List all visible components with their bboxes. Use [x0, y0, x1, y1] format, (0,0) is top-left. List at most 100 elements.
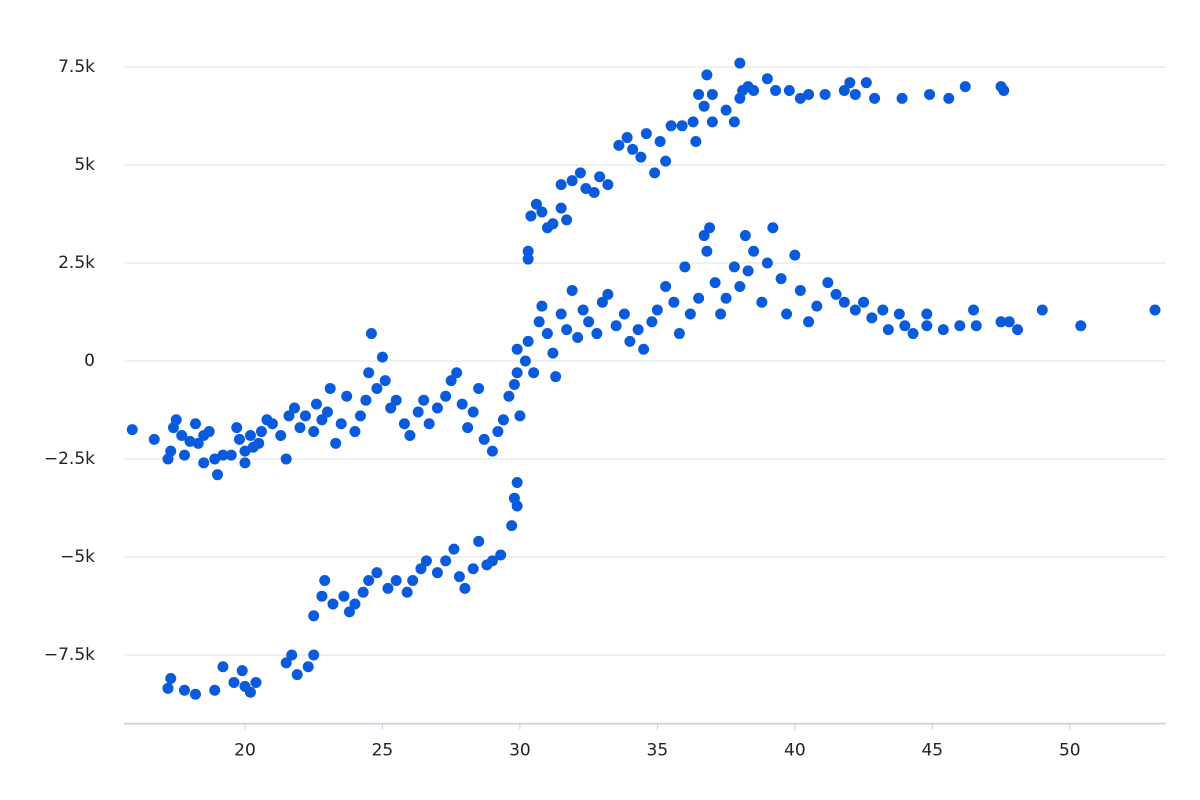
point: [649, 167, 661, 179]
point: [244, 429, 256, 441]
point: [734, 92, 746, 104]
point: [734, 57, 746, 69]
point: [555, 202, 567, 214]
point: [602, 179, 614, 191]
point: [1003, 316, 1015, 328]
point: [899, 320, 911, 332]
point: [668, 296, 680, 308]
point: [299, 410, 311, 422]
point: [588, 186, 600, 198]
point: [440, 555, 452, 567]
point: [184, 435, 196, 447]
point: [536, 206, 548, 218]
point: [497, 414, 509, 426]
y-tick-label: 0: [84, 351, 95, 371]
point: [286, 649, 298, 661]
point: [690, 135, 702, 147]
point: [693, 292, 705, 304]
point: [492, 426, 504, 438]
point: [1036, 304, 1048, 316]
point: [519, 355, 531, 367]
x-tick-label: 45: [921, 741, 943, 761]
point: [431, 567, 443, 579]
point: [514, 410, 526, 422]
point: [178, 449, 190, 461]
point: [239, 457, 251, 469]
point: [255, 426, 267, 438]
point: [266, 418, 278, 430]
point: [203, 426, 215, 438]
point: [761, 257, 773, 269]
y-tick-label: −2.5k: [44, 449, 95, 469]
point: [706, 116, 718, 128]
point: [734, 281, 746, 293]
point: [376, 351, 388, 363]
point: [970, 320, 982, 332]
point: [253, 437, 265, 449]
point: [533, 316, 545, 328]
y-tick-label: −5k: [60, 547, 95, 567]
point: [291, 669, 303, 681]
point: [756, 296, 768, 308]
point: [239, 445, 251, 457]
point: [486, 555, 498, 567]
point: [360, 394, 372, 406]
point: [728, 116, 740, 128]
point: [838, 85, 850, 97]
point: [522, 245, 534, 257]
point: [189, 688, 201, 700]
point: [1149, 304, 1161, 316]
point: [467, 563, 479, 575]
point: [385, 402, 397, 414]
point: [354, 410, 366, 422]
point: [503, 390, 515, 402]
point: [693, 88, 705, 100]
point: [748, 245, 760, 257]
point: [382, 582, 394, 594]
point: [363, 575, 375, 587]
point: [536, 300, 548, 312]
point: [775, 273, 787, 285]
point: [530, 198, 542, 210]
point: [844, 77, 856, 89]
point: [715, 308, 727, 320]
point: [236, 665, 248, 677]
point: [547, 347, 559, 359]
point: [882, 324, 894, 336]
point: [365, 328, 377, 340]
point: [632, 324, 644, 336]
x-tick-label: 25: [372, 741, 394, 761]
point: [390, 394, 402, 406]
point: [225, 449, 237, 461]
point: [566, 175, 578, 187]
point: [275, 429, 287, 441]
point: [198, 457, 210, 469]
point: [170, 414, 182, 426]
point: [739, 230, 751, 242]
point: [921, 308, 933, 320]
point: [602, 288, 614, 300]
point: [767, 222, 779, 234]
point: [473, 382, 485, 394]
point: [126, 424, 138, 436]
point: [456, 398, 468, 410]
point: [660, 281, 672, 293]
point: [794, 92, 806, 104]
point: [231, 422, 243, 434]
x-tick-label: 40: [784, 741, 806, 761]
point: [511, 500, 523, 512]
point: [547, 218, 559, 230]
point: [250, 676, 262, 688]
point: [654, 135, 666, 147]
point: [803, 88, 815, 100]
point: [423, 418, 435, 430]
point: [995, 316, 1007, 328]
point: [343, 606, 355, 618]
point: [308, 610, 320, 622]
point: [709, 277, 721, 289]
point: [462, 422, 474, 434]
point: [555, 308, 567, 320]
point: [148, 433, 160, 445]
point: [580, 183, 592, 195]
point: [341, 390, 353, 402]
